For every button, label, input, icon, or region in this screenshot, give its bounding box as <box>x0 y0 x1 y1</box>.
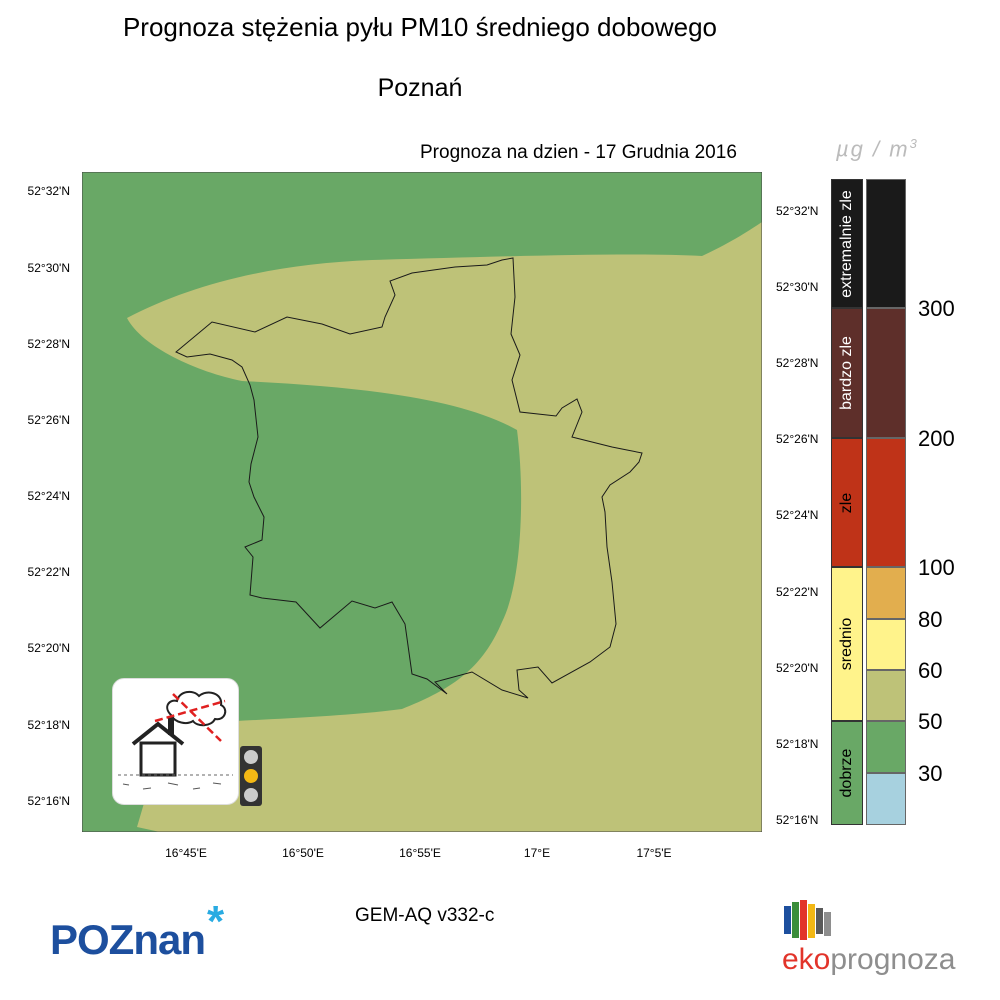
unit-text: µg / m <box>836 136 910 162</box>
scale-tick: 200 <box>918 426 955 451</box>
lat-label-left: 52°16'N <box>27 794 70 808</box>
lon-label: 17°5'E <box>636 846 672 860</box>
ekoprognoza-logo: ekoprognoza <box>782 943 955 977</box>
scale-tick: 50 <box>918 709 943 734</box>
chart-title: Prognoza stężenia pyłu PM10 średniego do… <box>122 12 718 42</box>
lon-label: 16°45'E <box>165 846 207 860</box>
category-extremalnie-zle: extremalnie zle <box>831 179 863 308</box>
scale-swatch <box>866 619 906 670</box>
lat-label-left: 52°24'N <box>27 489 70 503</box>
lat-label-left: 52°26'N <box>27 413 70 427</box>
lat-label-left: 52°20'N <box>27 641 70 655</box>
logo-eko-text: eko <box>782 943 831 976</box>
traffic-light-icon <box>240 746 262 806</box>
lat-label-left: 52°18'N <box>27 718 70 732</box>
category-label: bardzo zle <box>838 336 855 410</box>
lat-label-right: 52°22'N <box>776 585 819 599</box>
scale-tick: 80 <box>918 607 943 632</box>
lat-label-left: 52°28'N <box>27 337 70 351</box>
lat-label-right: 52°24'N <box>776 508 819 522</box>
category-label: dobrze <box>838 748 855 798</box>
scale-swatch <box>866 670 906 721</box>
category-zle: zle <box>831 438 863 567</box>
lon-label: 16°55'E <box>399 846 441 860</box>
lat-label-right: 52°28'N <box>776 356 819 370</box>
lat-label-right: 52°32'N <box>776 204 819 218</box>
scale-swatch <box>866 721 906 773</box>
traffic-light-red-lamp <box>244 750 258 764</box>
asterisk-icon: * <box>207 897 224 946</box>
map-moderate-zone <box>127 222 762 832</box>
scale-tick: 30 <box>918 761 943 786</box>
poznan-logo-text: POZnan <box>50 916 206 963</box>
category-label: srednio <box>838 617 855 671</box>
lat-label-right: 52°16'N <box>776 813 819 827</box>
logo-prognoza-text: prognoza <box>830 943 956 976</box>
lon-label: 17°E <box>523 846 551 860</box>
scale-tick: 100 <box>918 555 955 580</box>
poznan-logo: POZnan* <box>50 897 224 965</box>
scale-swatch <box>866 567 906 619</box>
lat-label-left: 52°32'N <box>27 184 70 198</box>
pollution-icon-box <box>112 678 239 805</box>
lon-label: 16°50'E <box>282 846 324 860</box>
ekoprognoza-bars-icon <box>784 900 831 940</box>
traffic-light-green-lamp <box>244 788 258 802</box>
scale-swatch <box>866 179 906 308</box>
scale-tick: 300 <box>918 296 955 321</box>
lat-label-left: 52°22'N <box>27 565 70 579</box>
category-label: zle <box>838 492 855 513</box>
forecast-date: Prognoza na dzien - 17 Grudnia 2016 <box>420 142 737 163</box>
lat-label-right: 52°30'N <box>776 280 819 294</box>
city-name: Poznań <box>377 74 463 102</box>
category-label: extremalnie zle <box>838 189 855 298</box>
category-dobrze: dobrze <box>831 721 863 825</box>
lat-label-right: 52°18'N <box>776 737 819 751</box>
lat-label-left: 52°30'N <box>27 261 70 275</box>
category-srednio: srednio <box>831 567 863 721</box>
unit-label: µg / m3 <box>836 136 919 162</box>
city-boundary <box>175 257 643 699</box>
unit-superscript: 3 <box>909 136 919 151</box>
model-version: GEM-AQ v332-c <box>355 905 495 926</box>
lat-label-right: 52°26'N <box>776 432 819 446</box>
scale-swatch <box>866 773 906 825</box>
category-bardzo-zle: bardzo zle <box>831 308 863 438</box>
scale-swatch <box>866 308 906 438</box>
traffic-light-amber-lamp <box>244 769 258 783</box>
house-smoke-icon <box>118 690 233 790</box>
scale-swatch <box>866 438 906 567</box>
scale-tick: 60 <box>918 658 943 683</box>
lat-label-right: 52°20'N <box>776 661 819 675</box>
